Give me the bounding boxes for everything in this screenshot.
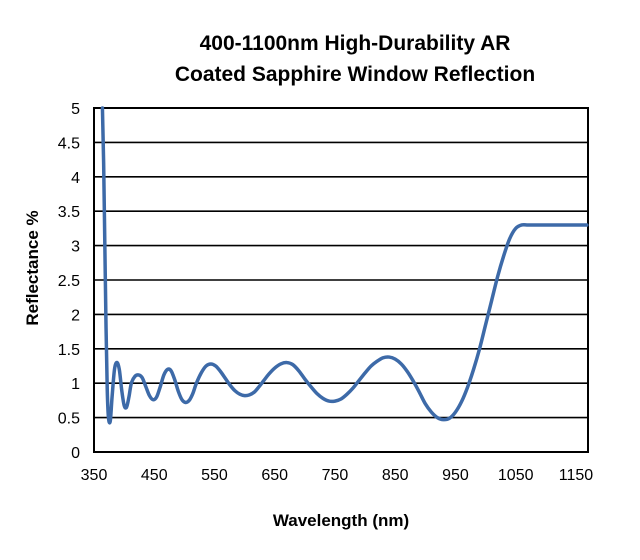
x-axis-label: Wavelength (nm) [273, 511, 409, 530]
y-tick-label: 4 [71, 170, 80, 187]
x-axis-ticks: 350 450 550 650 750 850 950 1050 1150 [81, 467, 594, 484]
y-axis-label: Reflectance % [23, 210, 42, 325]
x-tick-label: 550 [201, 467, 228, 484]
x-tick-label: 950 [442, 467, 469, 484]
y-tick-label: 0 [71, 445, 80, 462]
y-tick-label: 4.5 [58, 135, 80, 152]
y-tick-label: 1.5 [58, 342, 80, 359]
y-tick-label: 3 [71, 239, 80, 256]
x-tick-label: 450 [141, 467, 168, 484]
y-tick-label: 5 [71, 101, 80, 118]
y-tick-label: 2 [71, 307, 80, 324]
y-tick-label: 2.5 [58, 273, 80, 290]
y-tick-label: 0.5 [58, 411, 80, 428]
reflectance-series-line [100, 106, 589, 425]
x-tick-label: 1050 [498, 467, 534, 484]
x-tick-label: 350 [81, 467, 108, 484]
chart-title-line-2: Coated Sapphire Window Reflection [175, 63, 535, 86]
y-tick-label: 3.5 [58, 204, 80, 221]
y-axis-ticks: 0 0.5 1 1.5 2 2.5 3 3.5 4 4.5 5 [58, 101, 80, 462]
x-tick-label: 650 [261, 467, 288, 484]
x-tick-label: 1150 [559, 467, 594, 484]
x-tick-label: 850 [382, 467, 409, 484]
plot-frame [93, 107, 589, 453]
y-tick-label: 1 [71, 376, 80, 393]
x-tick-label: 750 [322, 467, 349, 484]
chart-title-line-1: 400-1100nm High-Durability AR [200, 32, 511, 55]
